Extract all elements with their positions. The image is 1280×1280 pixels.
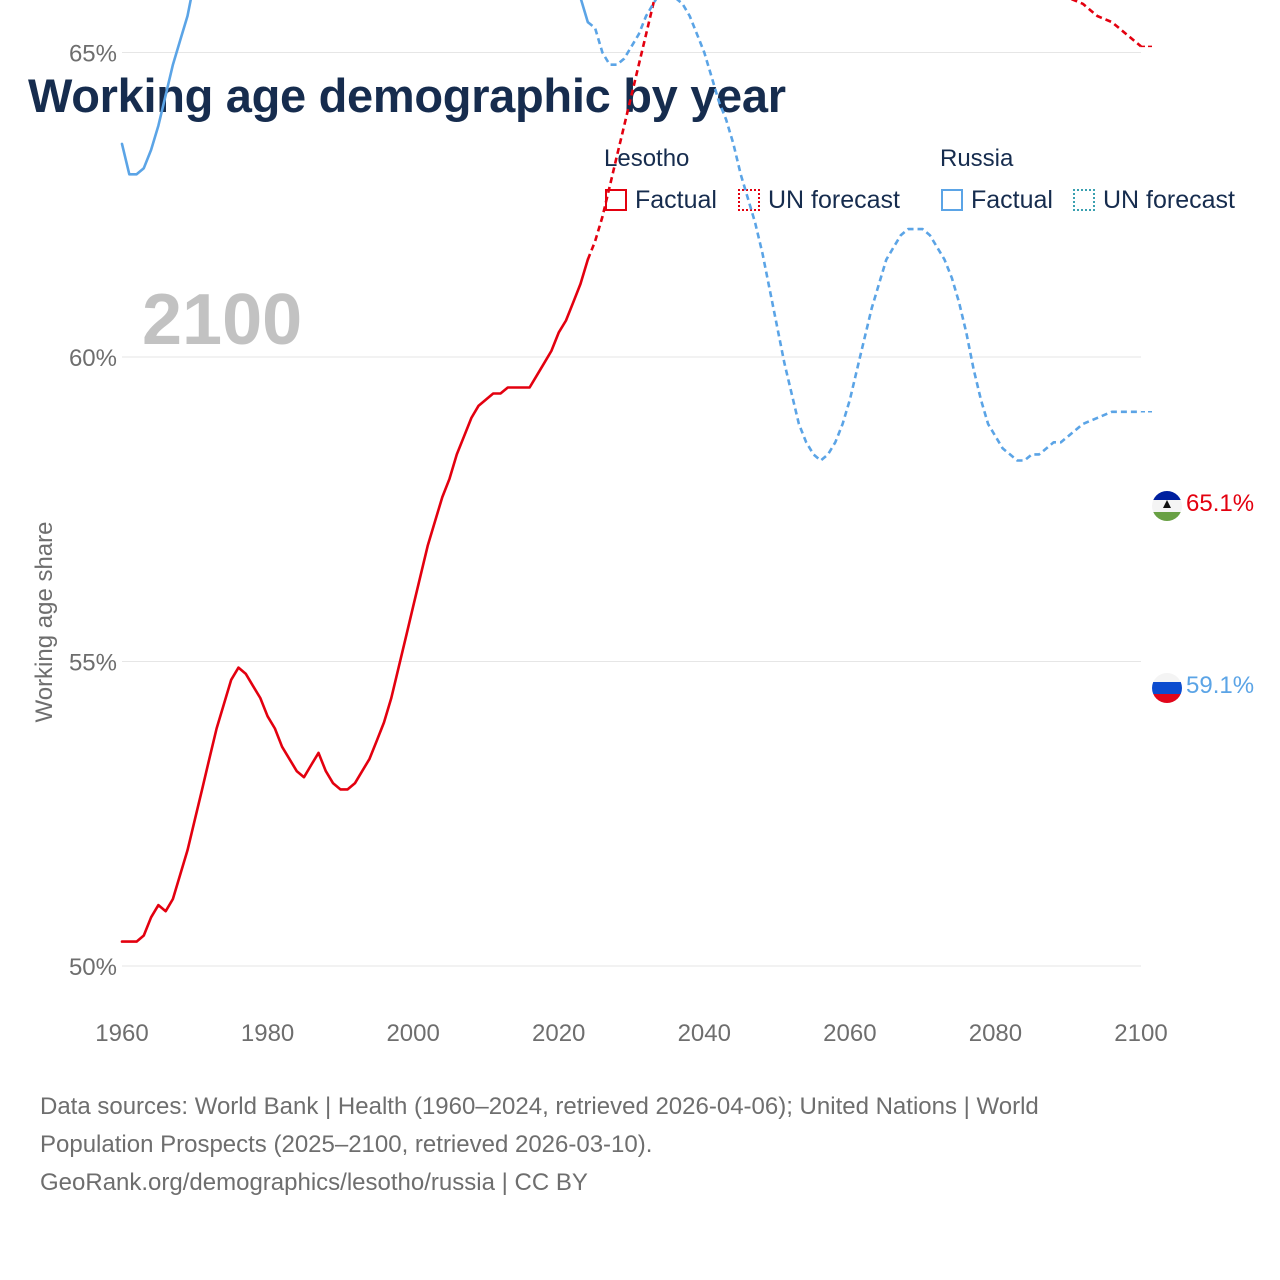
x-tick-label: 2000 — [386, 1020, 439, 1047]
y-tick-label: 50% — [69, 954, 117, 981]
legend-swatch-dotted-icon — [738, 189, 760, 211]
x-tick-label: 2100 — [1114, 1020, 1167, 1047]
y-axis-title: Working age share — [31, 522, 58, 723]
y-tick-label: 55% — [69, 650, 117, 677]
x-tick-label: 2080 — [969, 1020, 1022, 1047]
legend-label: UN forecast — [1103, 185, 1235, 214]
lesotho-forecast-line — [586, 0, 1142, 261]
legend-label: Factual — [635, 185, 717, 214]
page-title: Working age demographic by year — [28, 69, 786, 122]
lesotho-factual-line — [120, 258, 590, 943]
russia-forecast-line — [586, 0, 1141, 462]
y-tick-label: 60% — [69, 345, 117, 372]
end-label-russia: 59.1% — [1186, 672, 1254, 699]
x-tick-label: 1960 — [95, 1020, 148, 1047]
legend-swatch-dotted-icon — [1073, 189, 1095, 211]
russia-factual-line — [120, 0, 590, 176]
x-tick-label: 2060 — [823, 1020, 876, 1047]
line-chart: 50%55%60%65%70%1960198020002020204020602… — [31, 0, 1254, 1048]
sources-link[interactable]: GeoRank.org/demographics/lesotho/russia … — [40, 1169, 588, 1196]
x-tick-label: 2020 — [532, 1020, 585, 1047]
legend-russia-forecast[interactable]: UN forecast — [1073, 185, 1235, 215]
sources-line-1: Data sources: World Bank | Health (1960–… — [40, 1093, 1039, 1120]
lesotho-flag-icon — [1152, 491, 1182, 521]
legend-title-russia: Russia — [940, 145, 1014, 172]
series-layer — [120, 0, 1152, 943]
x-tick-label: 1980 — [241, 1020, 294, 1047]
legend-label: Factual — [971, 185, 1053, 214]
legend-swatch-solid-icon — [941, 189, 963, 211]
legend-label: UN forecast — [768, 185, 900, 214]
legend-lesotho-factual[interactable]: Factual — [605, 185, 717, 215]
y-tick-label: 65% — [69, 41, 117, 68]
sources-line-2: Population Prospects (2025–2100, retriev… — [40, 1131, 653, 1158]
data-sources: Data sources: World Bank | Health (1960–… — [40, 1088, 1240, 1202]
x-tick-label: 2040 — [678, 1020, 731, 1047]
russia-flag-icon — [1152, 673, 1182, 703]
legend-lesotho-forecast[interactable]: UN forecast — [738, 185, 900, 215]
end-label-lesotho: 65.1% — [1186, 490, 1254, 517]
legend-russia-factual[interactable]: Factual — [941, 185, 1053, 215]
year-watermark: 2100 — [142, 280, 302, 360]
grid: 50%55%60%65%70%1960198020002020204020602… — [69, 41, 1168, 1048]
